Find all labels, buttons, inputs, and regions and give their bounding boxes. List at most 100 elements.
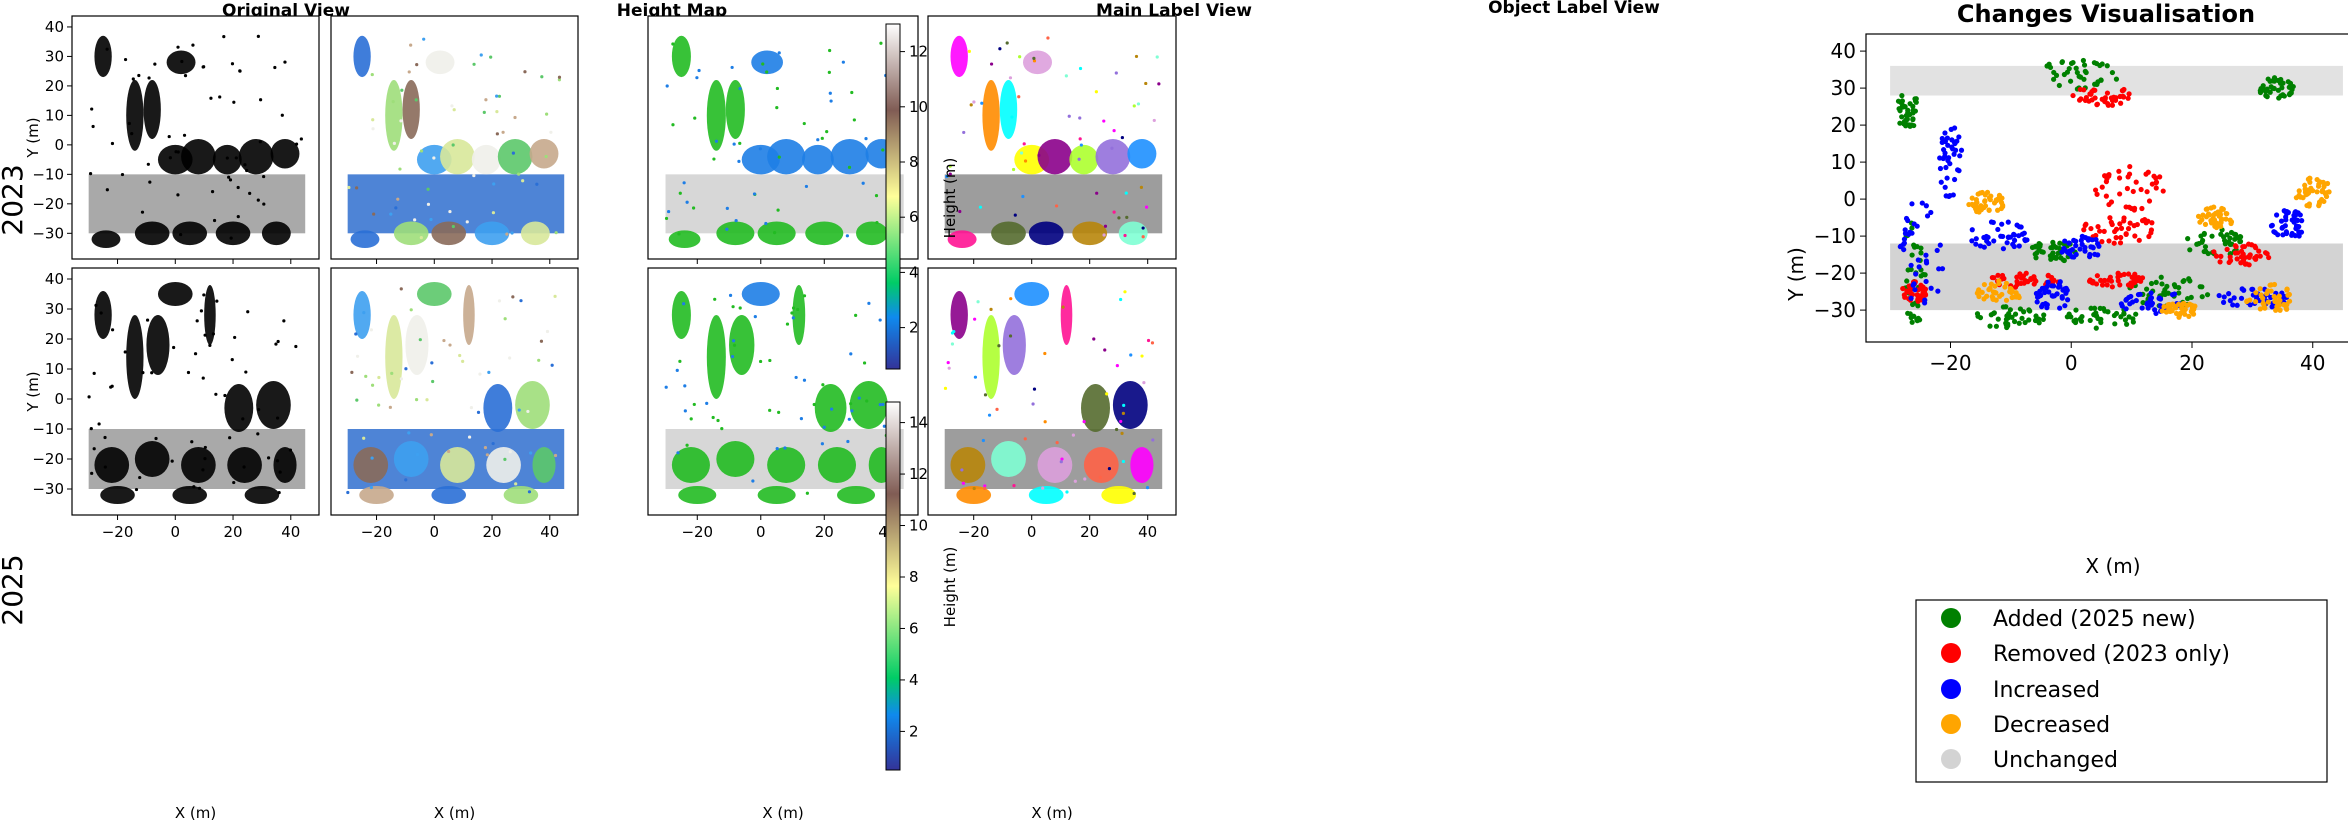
point-cluster	[947, 230, 977, 249]
change-point	[2129, 274, 2135, 280]
point-cluster	[830, 138, 869, 175]
change-point	[2051, 76, 2057, 82]
change-point	[2125, 95, 2131, 101]
point-cluster	[393, 441, 429, 477]
change-point	[1981, 281, 1988, 288]
change-point	[1982, 198, 1988, 204]
point	[777, 51, 781, 55]
changes-y-tick-label: −20	[1814, 261, 1856, 285]
point	[262, 202, 266, 206]
change-point	[2107, 215, 2113, 221]
point	[388, 405, 392, 409]
change-point	[1944, 175, 1950, 181]
point	[1022, 142, 1026, 146]
point	[248, 191, 252, 195]
point	[1071, 433, 1075, 437]
point	[946, 360, 950, 365]
point	[720, 427, 724, 431]
point-cluster	[725, 80, 745, 139]
colorbar-2025	[885, 401, 901, 771]
point	[865, 399, 869, 403]
point	[678, 359, 682, 363]
change-point	[2032, 317, 2039, 324]
colorbar-tick-label: 6	[909, 619, 919, 637]
point	[705, 401, 709, 405]
change-point	[2123, 296, 2130, 302]
change-point	[2217, 259, 2223, 265]
point	[948, 172, 952, 176]
colorbar-2023	[885, 23, 901, 370]
change-point	[2163, 309, 2169, 315]
colorbar-tick-label: 12	[909, 465, 928, 483]
change-point	[1992, 283, 1998, 289]
point	[1005, 41, 1009, 45]
change-point	[1915, 303, 1921, 309]
change-point	[1918, 250, 1924, 256]
change-point	[2315, 183, 2322, 189]
point	[414, 398, 419, 402]
change-point	[1907, 123, 1913, 129]
change-point	[2093, 236, 2099, 243]
change-point	[2321, 198, 2327, 205]
point	[1157, 82, 1161, 86]
change-point	[2309, 188, 2316, 194]
legend-marker-decreased	[1941, 714, 1961, 734]
point	[864, 137, 868, 141]
point	[521, 179, 525, 183]
point-cluster	[856, 221, 888, 246]
change-point	[2257, 253, 2263, 259]
change-point	[1909, 225, 1915, 231]
point	[519, 299, 523, 303]
point	[1141, 226, 1145, 230]
change-point	[2016, 320, 2022, 326]
point-cluster	[359, 486, 394, 504]
change-point	[2111, 312, 2117, 319]
point	[1021, 194, 1025, 199]
point	[511, 151, 515, 155]
point	[1017, 95, 1021, 99]
change-point	[1913, 271, 1919, 277]
point	[828, 48, 832, 53]
point-cluster	[385, 315, 403, 399]
change-point	[1935, 288, 1941, 294]
change-point	[2256, 248, 2262, 254]
point	[370, 456, 374, 460]
point	[691, 206, 696, 210]
change-point	[2202, 221, 2209, 227]
change-point	[2130, 188, 2136, 195]
point-cluster	[520, 221, 550, 246]
change-point	[2209, 233, 2215, 239]
change-point	[2088, 225, 2094, 232]
point	[256, 198, 260, 202]
change-point	[2083, 69, 2089, 76]
change-point	[2153, 179, 2160, 185]
point	[485, 453, 489, 457]
change-point	[2286, 291, 2292, 298]
point	[89, 427, 93, 431]
change-point	[2024, 237, 2030, 243]
change-point	[2098, 319, 2104, 326]
change-point	[2066, 240, 2072, 246]
change-point	[2219, 216, 2225, 222]
change-point	[2059, 293, 2065, 300]
point	[683, 384, 687, 388]
change-point	[1977, 243, 1984, 249]
point	[242, 465, 246, 469]
point-cluster	[1069, 144, 1099, 175]
point-cluster	[1014, 282, 1050, 306]
change-point	[2262, 305, 2268, 311]
change-point	[2148, 295, 2155, 301]
change-point	[2009, 288, 2015, 294]
change-point	[1999, 272, 2006, 279]
change-point	[2137, 291, 2143, 297]
change-point	[1995, 272, 2001, 278]
change-point	[2217, 209, 2223, 215]
point	[830, 407, 834, 411]
point	[847, 417, 851, 421]
change-point	[2227, 298, 2233, 304]
change-point	[2026, 317, 2032, 323]
change-point	[2049, 293, 2055, 299]
change-point	[2202, 244, 2209, 250]
change-point	[2017, 271, 2023, 277]
